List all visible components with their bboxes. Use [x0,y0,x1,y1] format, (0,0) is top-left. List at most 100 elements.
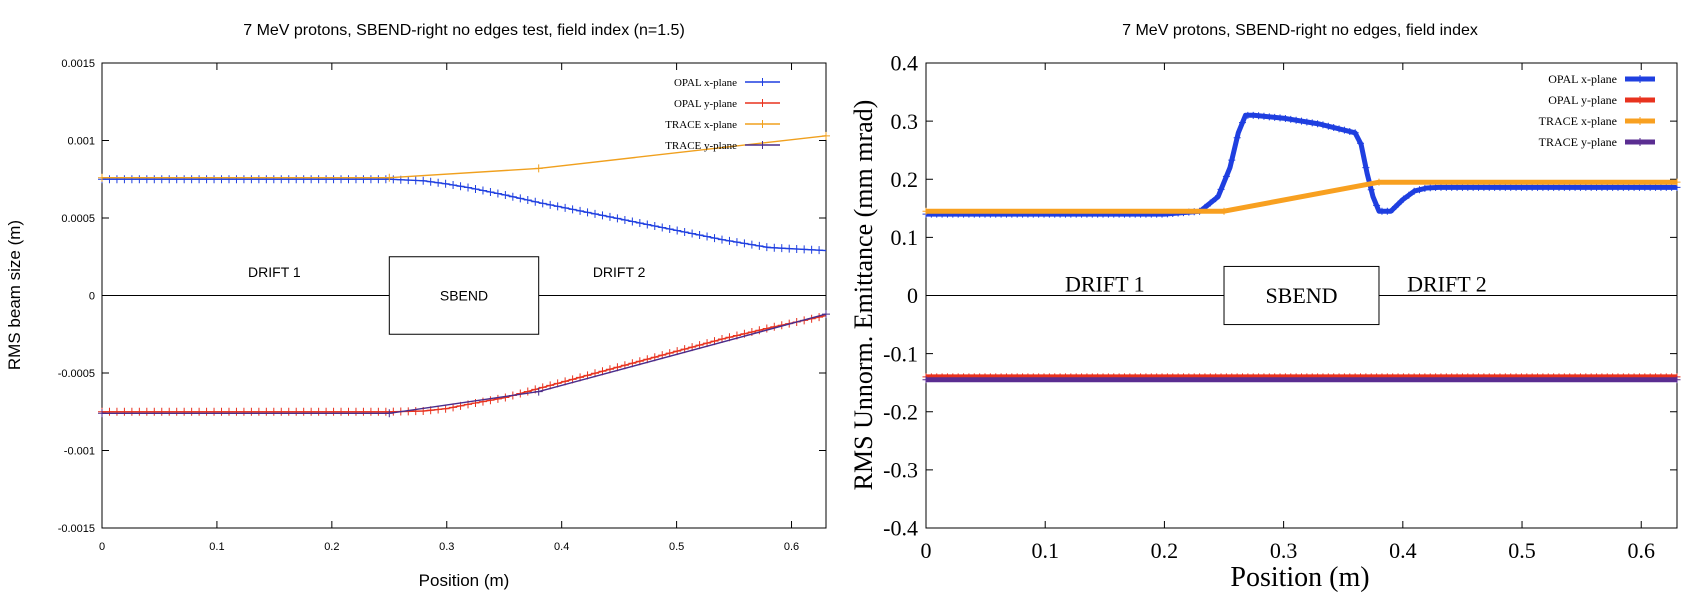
data-point [322,407,331,416]
data-point [516,194,525,203]
data-point [307,175,316,184]
data-point [1276,114,1284,122]
data-point [254,175,263,184]
data-point [800,245,809,254]
data-point [224,175,233,184]
data-point [1373,201,1381,209]
data-point [127,407,136,416]
x-tick-label: 0.6 [784,541,799,553]
legend-label: OPAL x-plane [1548,72,1617,86]
data-point [277,175,286,184]
data-point [172,407,181,416]
data-point [770,243,779,252]
x-tick-label: 0.2 [324,541,339,553]
data-point [344,175,353,184]
data-point [195,175,204,184]
data-point [381,407,390,416]
left-annotations: DRIFT 1 SBEND DRIFT 2 [248,256,646,335]
data-point [493,394,502,403]
data-point [1233,134,1241,142]
data-point [351,407,360,416]
data-point [254,407,263,416]
x-tick-label: 0 [99,541,105,553]
sbend-label: SBEND [440,287,488,303]
left-chart: 7 MeV protons, SBEND-right no edges test… [5,22,830,590]
right-annotations: DRIFT 1 SBEND DRIFT 2 [1065,265,1487,326]
data-point [1271,113,1279,121]
data-point [922,207,930,215]
data-point [1298,117,1305,125]
sbend-box [1223,265,1380,326]
legend-marker [1636,117,1644,125]
data-point [385,173,394,182]
data-point [202,407,211,416]
data-point [1217,185,1225,193]
data-point [665,225,674,234]
data-point [351,175,360,184]
data-point [725,236,734,245]
data-point [1351,129,1359,137]
data-point [1421,184,1429,192]
data-point [374,407,383,416]
data-point [210,407,219,416]
y-tick-label: -0.3 [883,458,918,483]
data-point [456,182,465,191]
data-point [404,176,413,185]
data-point [777,244,786,253]
data-point [150,175,159,184]
data-point [755,326,764,335]
data-point [419,176,428,185]
data-point [1367,186,1375,194]
series-line [926,112,1677,217]
data-point [120,175,129,184]
data-point [717,235,726,244]
data-point [284,407,293,416]
data-point [1212,195,1220,203]
data-point [366,407,375,416]
y-tick-label: 0 [907,283,918,308]
data-point [284,175,293,184]
data-point [359,175,368,184]
legend-label: TRACE x-plane [1539,114,1617,128]
legend-label: TRACE y-plane [665,140,737,152]
data-point [732,238,741,247]
data-point [1375,178,1383,186]
data-point [359,407,368,416]
data-point [157,175,166,184]
left-series [98,131,830,418]
data-point [1220,207,1228,215]
sbend-box [388,256,540,335]
left-x-axis-label: Position (m) [419,571,510,590]
data-point [329,175,338,184]
data-point [112,407,121,416]
data-point [1357,139,1365,147]
y-tick-label: -0.001 [64,445,95,457]
data-point [650,221,659,230]
data-point [747,240,756,249]
y-tick-label: -0.1 [883,341,918,366]
data-point [135,407,144,416]
data-point [150,407,159,416]
data-point [411,176,420,185]
right-chart: 7 MeV protons, SBEND-right no edges, fie… [849,22,1681,593]
data-point [605,212,614,221]
right-chart-title: 7 MeV protons, SBEND-right no edges, fie… [1122,22,1478,39]
data-point [374,175,383,184]
data-point [1287,115,1295,123]
data-point [1265,113,1273,121]
data-point [441,404,450,413]
data-point [1405,191,1413,199]
right-x-axis-label: Position (m) [1230,562,1369,593]
data-point [1303,118,1311,126]
data-point [568,205,577,214]
right-x-ticks: 0 0.1 0.2 0.3 0.4 0.5 0.6 [921,63,1655,563]
legend-label: OPAL y-plane [1548,93,1617,107]
data-point [822,131,830,140]
data-point [561,203,570,212]
data-point [553,202,562,211]
data-point [1399,195,1407,203]
data-point [762,243,771,252]
data-point [1416,186,1424,194]
data-point [478,186,487,195]
data-point [1206,199,1214,207]
